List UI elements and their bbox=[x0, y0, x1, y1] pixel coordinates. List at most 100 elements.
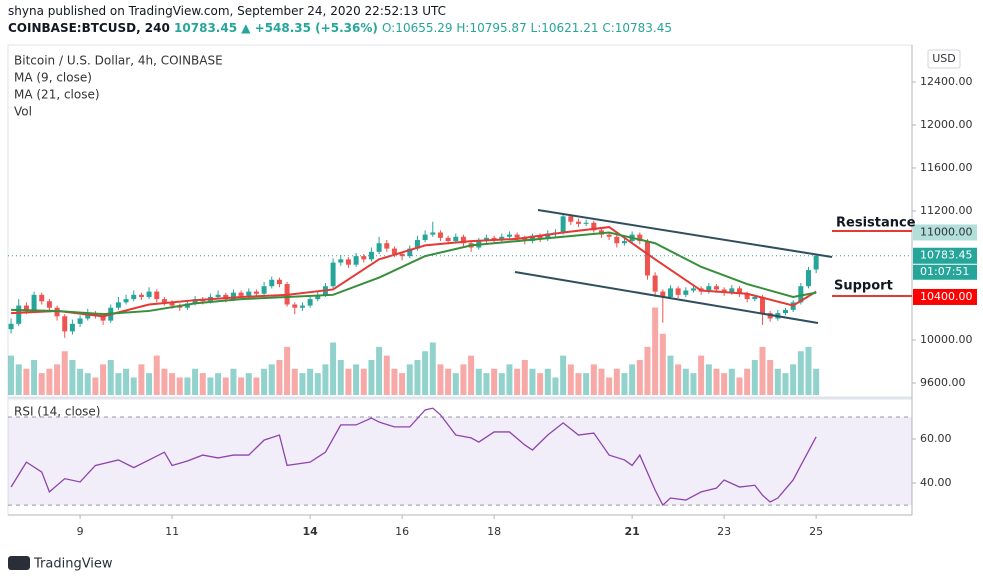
candle-body bbox=[445, 237, 451, 242]
legend-ma21: MA (21, close) bbox=[14, 88, 100, 102]
volume-bar bbox=[437, 364, 444, 395]
volume-bar bbox=[360, 368, 367, 395]
volume-bar bbox=[506, 364, 513, 395]
candle-body bbox=[384, 243, 390, 249]
candle-body bbox=[759, 296, 765, 314]
candle-body bbox=[223, 294, 229, 300]
volume-bar bbox=[77, 368, 84, 395]
volume-bar bbox=[705, 364, 712, 395]
candle-body bbox=[299, 305, 305, 308]
candle-body bbox=[399, 253, 405, 257]
volume-bar bbox=[314, 373, 321, 395]
candle-body bbox=[246, 291, 252, 296]
candle-body bbox=[123, 299, 129, 303]
candle-body bbox=[683, 290, 689, 295]
candle-body bbox=[667, 288, 673, 297]
volume-bar bbox=[299, 373, 306, 395]
volume-bar bbox=[353, 364, 360, 395]
candle-body bbox=[606, 234, 612, 237]
trend-line-upper bbox=[537, 209, 833, 258]
currency-box bbox=[927, 49, 961, 69]
volume-bar bbox=[560, 355, 567, 395]
candle-body bbox=[644, 241, 650, 276]
logo: TradingView bbox=[8, 556, 113, 572]
volume-bar bbox=[199, 373, 206, 395]
candle-body bbox=[85, 313, 91, 319]
candle-body bbox=[269, 279, 275, 287]
volume-bar bbox=[146, 373, 153, 395]
candle-body bbox=[315, 294, 321, 300]
x-tick-label: 11 bbox=[165, 525, 179, 538]
volume-bar bbox=[514, 368, 521, 395]
volume-bar bbox=[567, 364, 574, 395]
legend-vol: Vol bbox=[14, 105, 32, 119]
volume-bar bbox=[521, 360, 528, 395]
volume-bar bbox=[69, 360, 76, 395]
volume-bar bbox=[682, 368, 689, 395]
volume-bar bbox=[261, 368, 268, 395]
legend-rsi: RSI (14, close) bbox=[14, 405, 100, 419]
x-tick-label: 9 bbox=[77, 525, 84, 538]
candle-body bbox=[706, 286, 712, 292]
volume-bar bbox=[399, 373, 406, 395]
volume-bar bbox=[782, 373, 789, 395]
candle-body bbox=[752, 296, 758, 300]
volume-bar bbox=[583, 373, 590, 395]
candle-body bbox=[261, 286, 267, 294]
volume-bar bbox=[100, 364, 107, 395]
ohlc: O:10655.29 H:10795.87 L:10621.21 C:10783… bbox=[382, 21, 672, 35]
volume-bar bbox=[207, 377, 214, 395]
volume-bar bbox=[659, 333, 666, 395]
volume-bar bbox=[176, 377, 183, 395]
candle-body bbox=[391, 248, 397, 254]
candle-body bbox=[230, 292, 236, 300]
volume-bar bbox=[652, 307, 659, 395]
x-tick-label: 21 bbox=[624, 525, 639, 538]
volume-bar bbox=[138, 364, 145, 395]
volume-bar bbox=[552, 377, 559, 395]
volume-bar bbox=[54, 364, 61, 395]
candle-body bbox=[805, 270, 811, 287]
candle-body bbox=[529, 235, 535, 242]
volume-bar bbox=[107, 360, 114, 395]
volume-bar bbox=[84, 373, 91, 395]
volume-bar bbox=[575, 373, 582, 395]
support-label: Support bbox=[834, 279, 893, 294]
volume-bar bbox=[291, 368, 298, 395]
candle-body bbox=[16, 305, 22, 324]
volume-bar bbox=[797, 351, 804, 395]
candle-body bbox=[813, 255, 819, 270]
y-tick-label: 11200.00 bbox=[920, 204, 973, 217]
volume-bar bbox=[123, 368, 130, 395]
candle-body bbox=[660, 291, 666, 297]
candle-body bbox=[506, 234, 512, 237]
candle-body bbox=[453, 236, 459, 242]
rsi-line bbox=[10, 407, 817, 507]
volume-bar bbox=[322, 364, 329, 395]
volume-bar bbox=[61, 351, 68, 395]
volume-bar bbox=[491, 368, 498, 395]
volume-bar bbox=[330, 342, 337, 395]
candle-body bbox=[414, 239, 420, 249]
candle-body bbox=[575, 221, 581, 224]
quote-line: COINBASE:BTCUSD, 240 10783.45 ▲ +548.35 … bbox=[8, 21, 672, 35]
candle-body bbox=[729, 288, 735, 293]
volume-bar bbox=[606, 377, 613, 395]
volume-bar bbox=[445, 368, 452, 395]
y-tick-label: 12400.00 bbox=[920, 75, 973, 88]
volume-bar bbox=[268, 364, 275, 395]
candle-body bbox=[422, 234, 428, 240]
volume-bar bbox=[629, 364, 636, 395]
candle-body bbox=[353, 256, 359, 265]
candle-body bbox=[154, 291, 160, 300]
volume-bar bbox=[644, 346, 651, 395]
volume-bar bbox=[115, 373, 122, 395]
candle-body bbox=[54, 307, 60, 317]
candle-body bbox=[675, 288, 681, 295]
candle-body bbox=[583, 222, 589, 224]
volume-bar bbox=[675, 364, 682, 395]
volume-bar bbox=[805, 346, 812, 395]
volume-bar bbox=[744, 368, 751, 395]
candle-body bbox=[46, 301, 52, 308]
